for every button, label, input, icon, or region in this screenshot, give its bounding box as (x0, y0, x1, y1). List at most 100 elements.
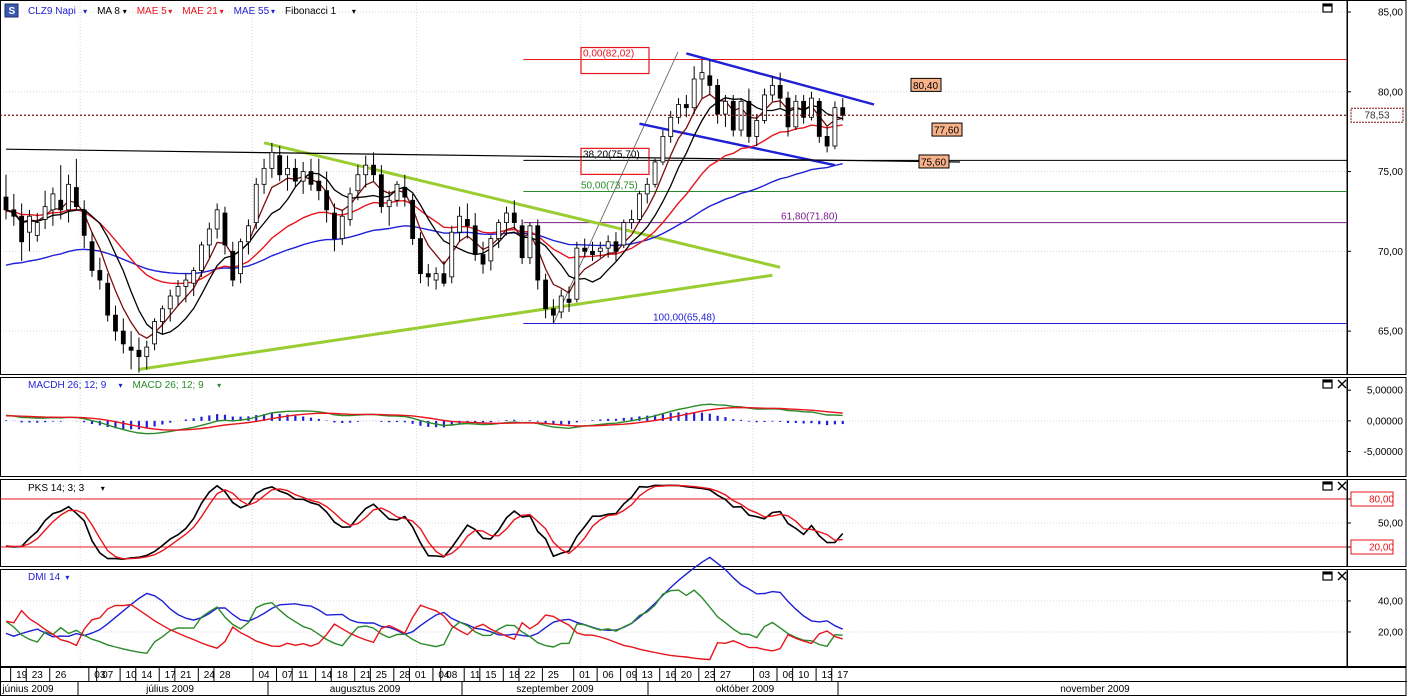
candle[interactable] (613, 232, 619, 261)
candle[interactable] (832, 101, 838, 150)
candle[interactable] (769, 75, 775, 102)
legend-item-ma-8[interactable]: MA 8 (97, 6, 120, 17)
candle[interactable] (715, 78, 721, 124)
chevron-down-icon[interactable]: ▾ (217, 381, 221, 390)
candle[interactable] (441, 260, 447, 287)
candle[interactable] (50, 187, 56, 226)
candle[interactable] (543, 273, 548, 319)
candle[interactable] (738, 98, 744, 137)
candle[interactable] (19, 203, 25, 261)
candle[interactable] (238, 238, 244, 284)
dmi-panel[interactable] (5, 556, 843, 661)
close-icon[interactable] (1337, 379, 1347, 389)
candle[interactable] (191, 267, 197, 297)
chevron-down-icon[interactable]: ▾ (220, 7, 224, 16)
maximize-icon[interactable] (1322, 571, 1333, 581)
candle[interactable] (652, 158, 658, 188)
pks-panel[interactable] (5, 484, 844, 561)
candle[interactable] (347, 187, 353, 226)
candle[interactable] (253, 177, 259, 229)
candle[interactable] (363, 155, 369, 188)
candle[interactable] (159, 305, 165, 335)
candle[interactable] (128, 331, 134, 370)
candle[interactable] (511, 200, 517, 229)
candle[interactable] (167, 289, 173, 322)
candle[interactable] (449, 225, 455, 284)
candle[interactable] (152, 318, 157, 351)
candle[interactable] (621, 219, 627, 249)
candle[interactable] (73, 158, 79, 210)
candle[interactable] (386, 190, 392, 226)
candle[interactable] (629, 209, 634, 229)
candle[interactable] (605, 235, 611, 258)
candle[interactable] (42, 190, 48, 229)
candle[interactable] (97, 257, 103, 290)
candle[interactable] (582, 238, 588, 258)
candle[interactable] (222, 206, 228, 255)
candle[interactable] (230, 241, 236, 287)
chevron-down-icon[interactable]: ▾ (271, 7, 275, 16)
candle[interactable] (504, 206, 509, 236)
candle[interactable] (480, 241, 486, 274)
candle[interactable] (840, 98, 846, 121)
chevron-down-icon[interactable]: ▾ (168, 7, 172, 16)
candle[interactable] (418, 232, 423, 284)
candle[interactable] (105, 273, 111, 322)
candle[interactable] (214, 203, 220, 239)
maximize-icon[interactable] (1322, 481, 1333, 491)
legend-item-fibonacci-1[interactable]: Fibonacci 1 (285, 6, 337, 17)
candle[interactable] (183, 273, 189, 303)
close-icon[interactable] (1337, 481, 1347, 491)
candle[interactable] (496, 219, 502, 249)
maximize-icon[interactable] (1322, 379, 1333, 389)
chevron-down-icon[interactable]: ▾ (101, 484, 105, 493)
candle[interactable] (175, 280, 181, 306)
candle[interactable] (707, 59, 713, 95)
candle[interactable] (339, 209, 345, 245)
candle[interactable] (206, 222, 212, 258)
candle[interactable] (793, 94, 799, 131)
candle[interactable] (136, 337, 142, 373)
candle[interactable] (308, 158, 314, 191)
price-panel[interactable]: 0,00(82,02) 38,20(75,70) 50,00(73,75) 61,80… (0, 46, 1347, 373)
candle[interactable] (246, 219, 251, 255)
legend-item-mae-5[interactable]: MAE 5 (137, 6, 167, 17)
candle[interactable] (551, 299, 556, 324)
candle[interactable] (691, 66, 697, 115)
candle[interactable] (355, 165, 361, 201)
legend-item-macdh-26-12-9[interactable]: MACDH 26; 12; 9 (28, 380, 107, 391)
candle[interactable] (809, 91, 814, 121)
instrument-icon[interactable] (4, 3, 19, 18)
chevron-down-icon[interactable]: ▾ (123, 7, 127, 16)
legend-item-mae-55[interactable]: MAE 55 (234, 6, 270, 17)
candle[interactable] (637, 190, 642, 223)
candle[interactable] (723, 94, 728, 127)
candle[interactable] (660, 130, 666, 166)
candle[interactable] (285, 155, 290, 191)
candle[interactable] (683, 94, 689, 118)
candle[interactable] (464, 203, 470, 239)
candle[interactable] (66, 174, 71, 223)
candle[interactable] (113, 305, 118, 341)
candle[interactable] (199, 241, 204, 277)
candle[interactable] (777, 72, 783, 108)
candle[interactable] (590, 241, 595, 261)
candle[interactable] (425, 264, 431, 287)
maximize-icon[interactable] (1322, 3, 1333, 13)
candle[interactable] (644, 177, 650, 204)
legend-item-pks-14-3-3[interactable]: PKS 14; 3; 3 (28, 483, 85, 494)
candle[interactable] (801, 94, 807, 124)
candle[interactable] (394, 181, 400, 207)
candle[interactable] (34, 213, 40, 242)
candle[interactable] (269, 142, 275, 178)
candle[interactable] (89, 232, 95, 277)
candle[interactable] (11, 193, 17, 226)
candle[interactable] (527, 222, 533, 265)
candle[interactable] (488, 235, 494, 271)
candle[interactable] (277, 146, 283, 182)
candle[interactable] (120, 318, 126, 354)
candle[interactable] (457, 206, 462, 242)
chevron-down-icon[interactable]: ▾ (65, 573, 69, 582)
candle[interactable] (332, 203, 337, 252)
candle[interactable] (27, 209, 32, 252)
